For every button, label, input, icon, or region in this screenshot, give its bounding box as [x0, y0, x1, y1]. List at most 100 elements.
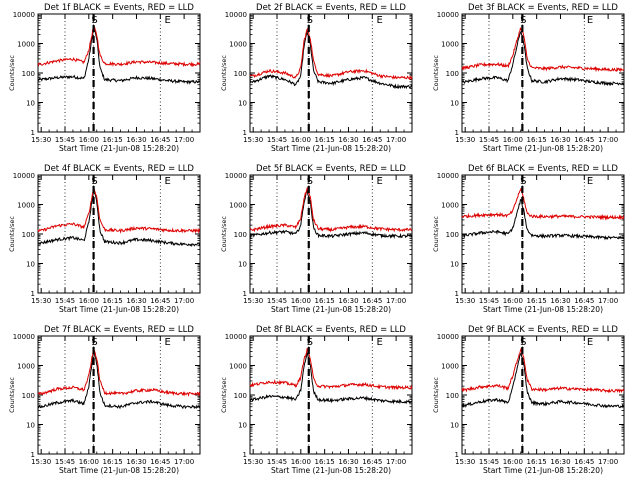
series-lld-line: [461, 347, 625, 394]
plot-frame: [249, 174, 413, 294]
plot-frame: [37, 13, 201, 133]
plot-frame: [461, 335, 625, 455]
y-tick-label: 10: [238, 100, 247, 108]
x-tick-label: 15:30: [31, 297, 51, 305]
y-tick-label: 10: [238, 422, 247, 430]
series-lld-line: [249, 186, 413, 233]
y-tick-label: 100: [22, 70, 35, 78]
series-lld-line: [249, 27, 413, 81]
y-tick-label: 100: [446, 231, 459, 239]
x-tick-label: 16:45: [574, 136, 594, 144]
x-tick-label: 16:45: [362, 297, 382, 305]
panel-title: Det 9f BLACK = Events, RED = LLD: [468, 325, 618, 335]
x-tick-label: 16:00: [79, 297, 99, 305]
x-tick-label: 16:30: [550, 297, 570, 305]
panel-title: Det 6f BLACK = Events, RED = LLD: [468, 164, 618, 174]
series-lld-line: [461, 27, 625, 73]
y-tick-label: 1000: [229, 41, 247, 49]
plot-frame: [461, 13, 625, 133]
y-axis-label: Counts/sec: [432, 377, 440, 413]
x-tick-label: 15:30: [455, 136, 475, 144]
y-axis-label: Counts/sec: [8, 377, 16, 413]
x-tick-label: 15:30: [31, 458, 51, 466]
panel-2: Det 2f BLACK = Events, RED = LLD 1 10 100 10…: [220, 3, 413, 153]
panel-3: Det 3f BLACK = Events, RED = LLD 1 10 100 10…: [432, 3, 625, 153]
marker-s: S: [91, 15, 97, 26]
x-tick-label: 16:30: [338, 458, 358, 466]
y-tick-label: 1000: [17, 41, 35, 49]
x-tick-label: 17:00: [598, 297, 618, 305]
y-tick-label: 1: [243, 290, 247, 298]
plot-frame: [37, 335, 201, 455]
x-tick-label: 16:45: [362, 136, 382, 144]
y-tick-label: 1: [31, 129, 35, 137]
marker-s: S: [307, 15, 313, 26]
x-tick-label: 16:00: [503, 297, 523, 305]
series-events-line: [37, 26, 201, 85]
x-tick-label: 15:45: [55, 136, 75, 144]
series-events-line: [461, 353, 625, 409]
x-tick-label: 17:00: [386, 136, 406, 144]
x-tick-label: 16:15: [315, 458, 335, 466]
y-axis-label: Counts/sec: [8, 55, 16, 91]
y-tick-label: 100: [446, 392, 459, 400]
x-tick-label: 16:30: [126, 297, 146, 305]
series-events-line: [461, 30, 625, 87]
y-tick-label: 1000: [229, 202, 247, 210]
marker-e: E: [376, 176, 382, 187]
series-lld-line: [37, 187, 201, 234]
series-events-line: [249, 30, 413, 90]
x-tick-label: 16:15: [103, 297, 123, 305]
y-tick-label: 1: [243, 451, 247, 459]
panel-5: Det 5f BLACK = Events, RED = LLD 1 10 100 10…: [220, 164, 413, 314]
panel-title: Det 1f BLACK = Events, RED = LLD: [44, 3, 194, 13]
marker-s: S: [91, 337, 97, 348]
x-tick-label: 15:30: [31, 136, 51, 144]
x-tick-label: 16:45: [362, 458, 382, 466]
y-axis-label: Counts/sec: [432, 216, 440, 252]
x-tick-label: 16:30: [338, 136, 358, 144]
plot-frame: [249, 335, 413, 455]
x-tick-label: 15:45: [55, 458, 75, 466]
y-axis-label: Counts/sec: [432, 55, 440, 91]
x-tick-label: 16:30: [126, 136, 146, 144]
y-tick-label: 10: [26, 261, 35, 269]
x-tick-label: 17:00: [386, 297, 406, 305]
x-tick-label: 16:45: [150, 458, 170, 466]
x-axis-label: Start Time (21-Jun-08 15:28:20): [483, 144, 603, 153]
series-events-line: [249, 188, 413, 240]
y-tick-label: 1: [31, 290, 35, 298]
panel-9: Det 9f BLACK = Events, RED = LLD 1 10 100 10…: [432, 325, 625, 475]
x-tick-label: 15:45: [267, 136, 287, 144]
x-tick-label: 17:00: [174, 458, 194, 466]
x-tick-label: 16:30: [338, 297, 358, 305]
marker-e: E: [164, 176, 170, 187]
plot-frame: [249, 13, 413, 133]
marker-s: S: [520, 15, 526, 26]
x-tick-label: 15:45: [55, 297, 75, 305]
x-tick-label: 16:15: [527, 297, 547, 305]
y-tick-label: 1000: [441, 202, 459, 210]
x-tick-label: 17:00: [598, 458, 618, 466]
panel-8: Det 8f BLACK = Events, RED = LLD 1 10 100 10…: [220, 325, 413, 475]
x-axis-label: Start Time (21-Jun-08 15:28:20): [271, 305, 391, 314]
y-tick-label: 1: [455, 129, 459, 137]
series-events-line: [37, 350, 201, 410]
series-lld-line: [37, 25, 201, 68]
x-tick-label: 15:45: [479, 297, 499, 305]
series-events-line: [37, 191, 201, 248]
y-tick-label: 1: [455, 290, 459, 298]
x-tick-label: 16:15: [527, 136, 547, 144]
marker-s: S: [520, 337, 526, 348]
x-tick-label: 17:00: [598, 136, 618, 144]
panel-title: Det 4f BLACK = Events, RED = LLD: [44, 164, 194, 174]
y-axis-label: Counts/sec: [220, 377, 228, 413]
marker-s: S: [520, 176, 526, 187]
y-tick-label: 10: [26, 422, 35, 430]
x-tick-label: 15:30: [243, 297, 263, 305]
x-tick-label: 15:30: [455, 458, 475, 466]
y-tick-label: 100: [234, 231, 247, 239]
marker-e: E: [164, 15, 170, 26]
y-tick-label: 1: [31, 451, 35, 459]
